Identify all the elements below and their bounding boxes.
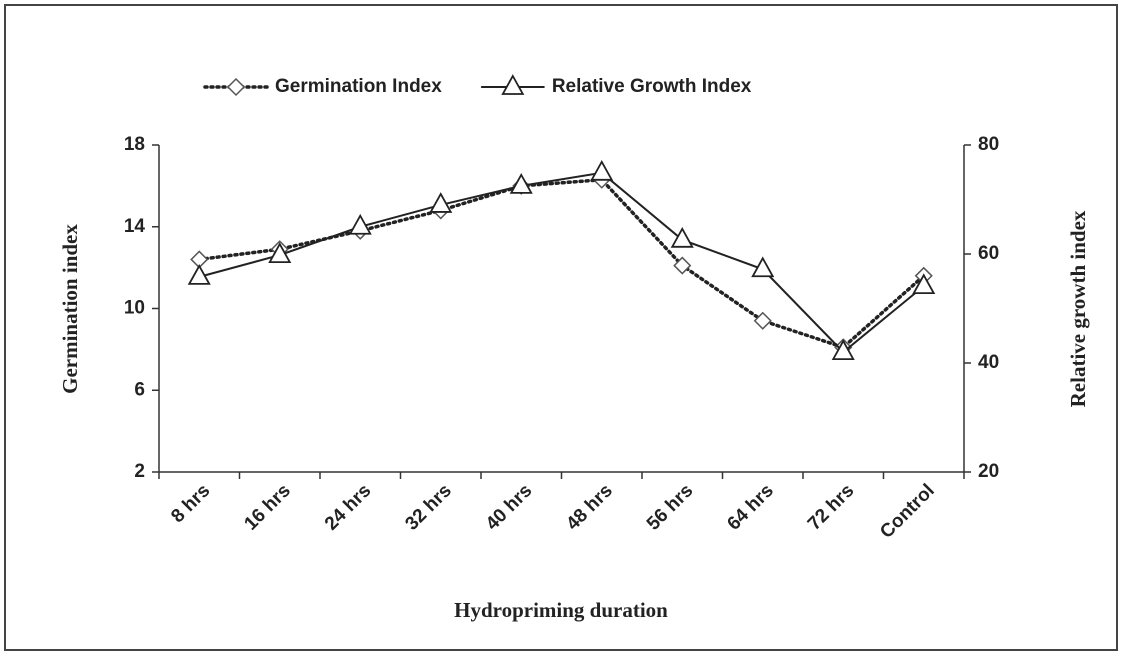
y2-tick-label: 60 <box>978 243 999 264</box>
series-line <box>198 171 925 354</box>
legend-marker <box>226 77 246 97</box>
data-point <box>268 242 292 263</box>
x-axis-title: Hydropriming duration <box>454 598 668 622</box>
chart-frame <box>4 4 1118 651</box>
legend-label: Relative Growth Index <box>552 76 752 97</box>
data-point <box>429 192 453 213</box>
y-axis-title: Germination index <box>58 224 82 394</box>
data-point <box>831 339 855 360</box>
data-point <box>751 256 775 278</box>
data-point <box>912 273 936 295</box>
y-tick-label: 2 <box>134 461 145 482</box>
legend-marker <box>501 74 525 95</box>
data-point <box>590 159 614 181</box>
legend-label: Germination Index <box>275 76 442 97</box>
y2-tick-label: 40 <box>978 352 999 373</box>
data-point <box>509 173 533 194</box>
y-tick-label: 18 <box>124 134 145 155</box>
y2-tick-label: 20 <box>978 461 999 482</box>
y-tick-label: 10 <box>124 298 145 319</box>
y-tick-label: 14 <box>124 216 146 237</box>
data-point <box>753 311 772 330</box>
y-tick-label: 6 <box>134 379 145 400</box>
data-point <box>348 213 372 235</box>
data-point <box>673 256 692 275</box>
y2-axis-title: Relative growth index <box>1066 210 1090 407</box>
data-point <box>187 264 211 285</box>
data-point <box>670 226 694 248</box>
y2-tick-label: 80 <box>978 134 999 155</box>
